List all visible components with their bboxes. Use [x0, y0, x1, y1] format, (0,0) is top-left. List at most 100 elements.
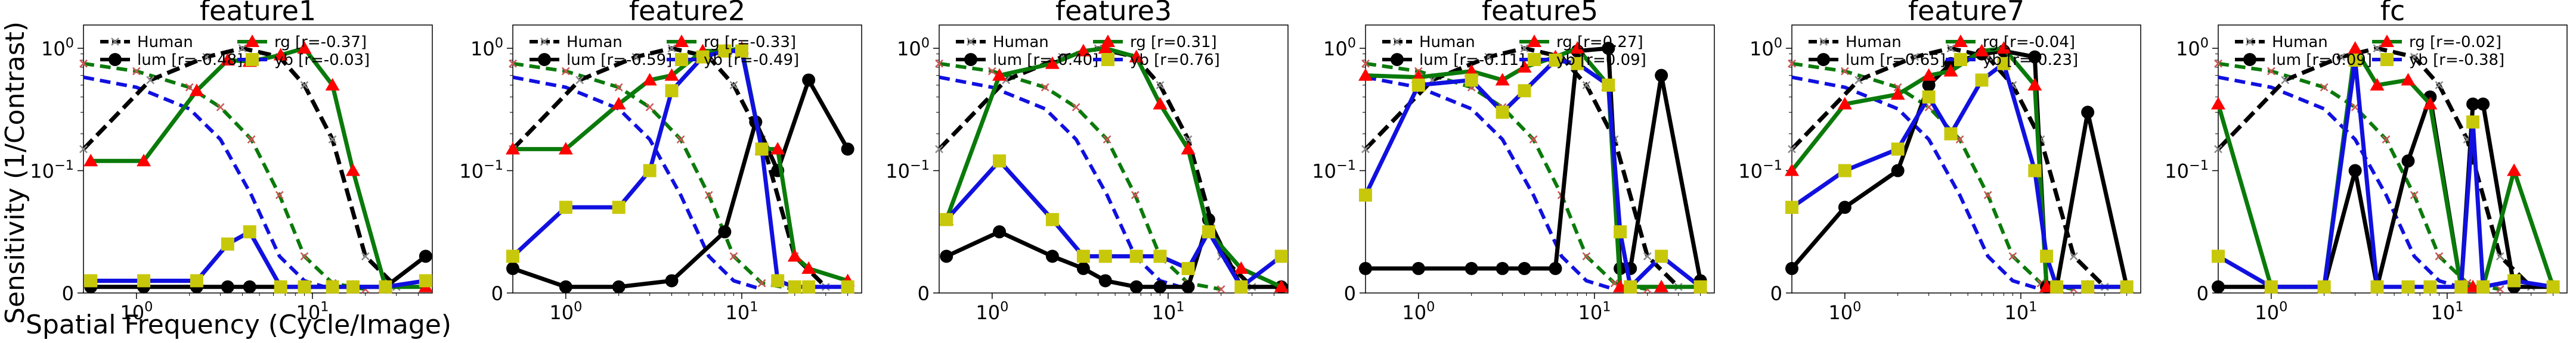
legend-label: rg [r=-0.02]	[2409, 33, 2501, 51]
y-tick-label: 0	[2197, 282, 2209, 305]
x-tick-label: 100	[1402, 300, 1435, 324]
legend-label: yb [r=0.76]	[1130, 51, 1220, 69]
legend-marker-rg	[2380, 35, 2394, 47]
data-point-rg	[273, 48, 288, 61]
data-point-lum	[2028, 50, 2042, 64]
data-point-rg	[1837, 96, 1852, 110]
data-point-lum	[1181, 280, 1195, 294]
data-point-lum	[506, 261, 519, 275]
data-point-human-rg	[1983, 191, 1992, 199]
series-yb	[940, 154, 1288, 294]
y-axis-label: Sensitivity (1/Contrast)	[0, 21, 30, 324]
series-yb	[2212, 54, 2560, 294]
legend-label: yb [r=-0.03]	[274, 51, 370, 69]
series-human-yb	[1791, 75, 2042, 291]
y-tick-label: 0	[918, 282, 930, 305]
series-yb	[506, 44, 854, 294]
data-point-lum	[802, 73, 816, 87]
data-point-human	[2214, 145, 2222, 154]
data-point-human	[935, 145, 943, 154]
x-tick-label: 100	[976, 300, 1008, 324]
chart-title: feature7	[1908, 0, 2024, 27]
legend-label: Human	[137, 33, 193, 51]
legend-marker-lum	[538, 53, 551, 66]
data-point-rg	[1974, 43, 1989, 57]
data-point-human-rg	[247, 135, 256, 144]
data-point-human-rg	[509, 59, 517, 68]
data-point-yb	[2050, 280, 2064, 294]
data-point-lum	[1045, 250, 1059, 263]
data-point-yb	[2081, 280, 2095, 294]
data-point-lum	[1655, 68, 1668, 82]
data-point-rg	[664, 68, 679, 81]
y-tick-label: 100	[41, 36, 74, 60]
series-yb	[1359, 54, 1707, 294]
legend-marker-lum	[1391, 53, 1404, 66]
data-point-yb	[1549, 54, 1562, 67]
data-point-rg	[1098, 41, 1113, 54]
data-point-yb	[1076, 250, 1090, 263]
data-point-human-rg	[2435, 252, 2444, 261]
legend-marker-yb	[1528, 53, 1541, 66]
data-point-rg	[1921, 68, 1936, 81]
data-point-rg	[1181, 142, 1196, 155]
data-point-lum	[1465, 261, 1478, 275]
data-point-rg	[2423, 96, 2438, 110]
data-point-human	[1854, 76, 1863, 85]
data-point-yb	[788, 280, 801, 294]
x-axis-label: Spatial Frequency (Cycle/Image)	[26, 310, 451, 340]
data-point-yb	[346, 280, 360, 294]
data-point-human-rg	[757, 279, 766, 288]
data-point-yb	[298, 280, 311, 294]
data-point-human-rg	[1955, 135, 1964, 144]
data-point-human	[238, 44, 247, 52]
data-point-yb	[243, 225, 256, 239]
data-point-rg	[2466, 279, 2481, 292]
data-point-yb	[190, 274, 203, 288]
data-point-lum	[1496, 261, 1509, 275]
data-point-human	[1582, 81, 1591, 89]
legend-label: lum [r=0.09]	[2272, 51, 2372, 69]
data-point-yb	[2466, 115, 2480, 129]
data-point-human-rg	[1582, 252, 1591, 261]
data-point-yb	[2212, 250, 2225, 263]
data-point-yb	[696, 50, 710, 64]
data-point-yb	[718, 44, 732, 58]
series-human-yb	[1365, 75, 1615, 291]
data-point-lum	[993, 225, 1007, 239]
data-point-human-rg	[132, 67, 141, 76]
y-tick-label: 10−1	[886, 158, 930, 182]
data-point-yb	[2423, 280, 2437, 294]
data-point-yb	[1997, 57, 2011, 70]
series-lum	[1785, 44, 2134, 294]
y-tick-label: 10−1	[2165, 158, 2209, 182]
data-point-human	[2435, 81, 2444, 89]
data-point-rg	[1785, 163, 1799, 176]
data-point-human	[328, 135, 337, 144]
series-line-human-yb	[1365, 75, 1615, 291]
x-tick-label: 100	[1828, 300, 1861, 324]
data-point-lum	[718, 225, 732, 239]
data-point-rg	[642, 73, 657, 86]
data-point-rg	[1890, 87, 1905, 100]
legend-label: rg [r=-0.37]	[274, 33, 367, 51]
legend-label: yb [r=0.09]	[1556, 51, 1646, 69]
legend-label: lum [r=0.65]	[1846, 51, 1946, 69]
data-point-yb	[841, 280, 854, 294]
data-point-rg	[1358, 68, 1373, 81]
legend-label: yb [r=-0.49]	[704, 51, 799, 69]
series-rg	[1785, 41, 2134, 292]
legend-marker-yb	[2380, 53, 2394, 66]
data-point-lum	[1129, 280, 1143, 294]
data-point-human-rg	[1131, 191, 1140, 199]
legend-label: lum [r=-0.48]	[137, 51, 243, 69]
data-point-rg	[1129, 49, 1144, 63]
data-point-human-rg	[729, 252, 738, 261]
data-point-yb	[993, 154, 1007, 168]
data-point-lum	[243, 280, 256, 294]
data-point-lum	[419, 250, 432, 263]
data-point-rg	[2039, 279, 2054, 292]
